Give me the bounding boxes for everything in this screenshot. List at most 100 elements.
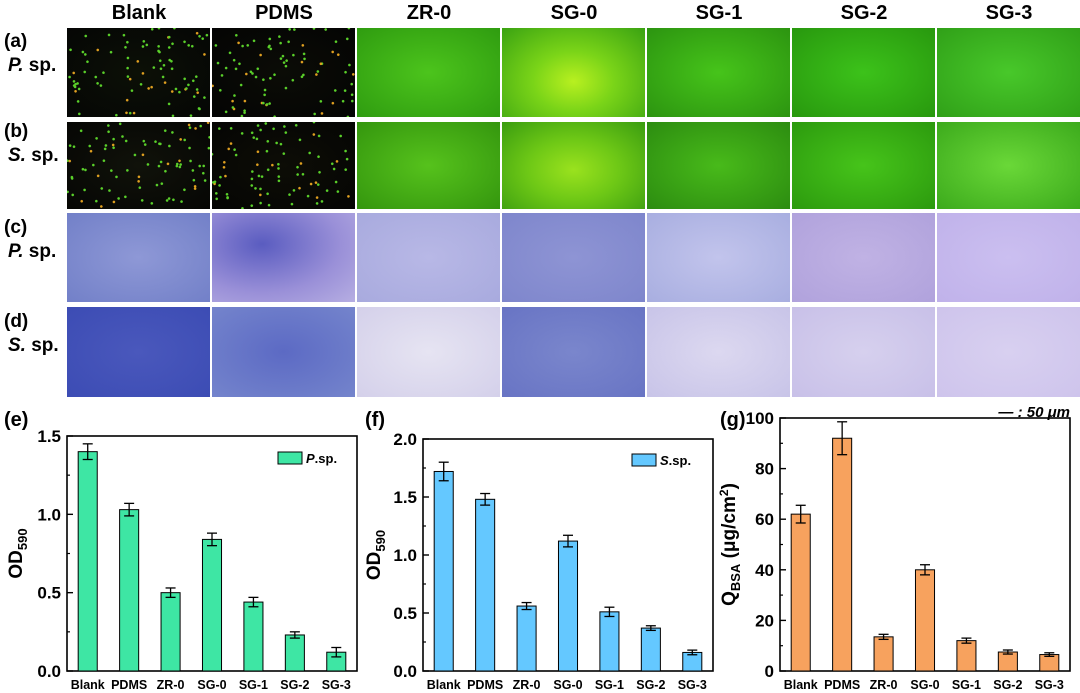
bar [243, 601, 264, 672]
micrograph-d-sg1 [647, 307, 790, 397]
bar [1039, 654, 1060, 672]
micrograph-a-sg0 [502, 28, 645, 117]
species-italic: S. [8, 145, 26, 166]
micrograph-c-sg1 [647, 213, 790, 302]
micrograph-d-sg2 [792, 307, 935, 397]
x-tick-label: ZR-0 [513, 678, 541, 692]
col-header-sg2: SG-2 [840, 2, 888, 24]
legend-swatch [631, 453, 657, 467]
x-tick-label: SG-0 [197, 678, 226, 692]
micrograph-d-pdms [212, 307, 355, 397]
legend-label: S.sp. [660, 453, 691, 468]
col-header-blank: Blank [111, 2, 167, 24]
x-tick-label: SG-3 [678, 678, 707, 692]
row-label-a: (a) P. sp. [4, 30, 66, 78]
bar [119, 509, 140, 672]
bar [201, 538, 223, 672]
y-tick-label: 1.0 [37, 505, 61, 524]
y-tick-label: 0.5 [393, 604, 417, 623]
bar [956, 640, 977, 672]
x-tick-label: SG-0 [910, 678, 939, 692]
row-label-b: (b) S. sp. [4, 120, 66, 168]
x-tick-label: ZR-0 [870, 678, 898, 692]
micrograph-b-pdms [212, 122, 355, 209]
species-italic: P. [8, 241, 24, 262]
micrograph-c-sg2 [792, 213, 935, 302]
micrograph-d-blank [67, 307, 210, 397]
bar [77, 451, 98, 672]
bar [284, 634, 305, 672]
y-tick-label: 20 [755, 611, 774, 630]
x-tick-label: Blank [427, 678, 461, 692]
micrograph-b-blank [67, 122, 210, 209]
micrograph-c-sg3 [937, 213, 1080, 302]
bar [997, 651, 1018, 672]
bar [160, 592, 181, 672]
bar [832, 437, 853, 672]
row-letter: (c) [4, 217, 28, 238]
micrograph-a-sg1 [647, 28, 790, 117]
y-tick-label: 1.5 [37, 427, 61, 446]
bar [640, 627, 661, 672]
legend-label: P.sp. [306, 451, 337, 466]
species-rest: sp. [25, 145, 59, 166]
panel-label: (f) [365, 409, 385, 431]
row-letter: (b) [4, 121, 29, 142]
micrograph-d-zr0 [357, 307, 500, 397]
micrograph-b-sg2 [792, 122, 935, 209]
x-tick-label: ZR-0 [157, 678, 185, 692]
species-rest: sp. [23, 55, 57, 76]
y-tick-label: 1.0 [393, 546, 417, 565]
bar [914, 569, 936, 672]
micrograph-d-sg0 [502, 307, 645, 397]
micrograph-c-blank [67, 213, 210, 302]
micrograph-b-sg3 [937, 122, 1080, 209]
row-label-c: (c) P. sp. [4, 216, 66, 264]
y-tick-label: 60 [755, 510, 774, 529]
y-tick-label: 1.5 [393, 488, 417, 507]
row-letter: (a) [4, 31, 28, 52]
y-tick-label: 0.0 [37, 662, 61, 681]
y-tick-label: 80 [755, 460, 774, 479]
micrograph-b-zr0 [357, 122, 500, 209]
y-tick-label: 0.0 [393, 662, 417, 681]
micrograph-a-sg2 [792, 28, 935, 117]
y-tick-label: 0.5 [37, 584, 61, 603]
species-rest: sp. [23, 241, 57, 262]
y-tick-label: 0 [765, 662, 774, 681]
micrograph-c-sg0 [502, 213, 645, 302]
row-label-d: (d) S. sp. [4, 310, 66, 358]
x-tick-label: SG-2 [993, 678, 1022, 692]
bar [516, 605, 537, 672]
species-italic: S. [8, 335, 26, 356]
col-header-sg3: SG-3 [985, 2, 1033, 24]
x-tick-label: SG-2 [636, 678, 665, 692]
bar [475, 498, 496, 672]
x-tick-label: PDMS [824, 678, 860, 692]
y-tick-label: 100 [746, 409, 774, 428]
x-tick-label: SG-1 [952, 678, 981, 692]
x-tick-label: SG-1 [595, 678, 624, 692]
col-header-sg0: SG-0 [550, 2, 598, 24]
y-axis-label: QBSA (μg/cm2) [717, 483, 743, 606]
y-axis-label: OD590 [364, 530, 388, 580]
y-tick-label: 40 [755, 561, 774, 580]
x-tick-label: Blank [71, 678, 105, 692]
y-tick-label: 2.0 [393, 430, 417, 449]
y-axis-label: OD590 [6, 528, 30, 578]
col-header-sg1: SG-1 [695, 2, 743, 24]
micrograph-a-sg3 [937, 28, 1080, 117]
micrograph-b-sg1 [647, 122, 790, 209]
panel-label: (g) [720, 409, 746, 431]
col-header-zr0: ZR-0 [406, 2, 452, 24]
micrograph-c-pdms [212, 213, 355, 302]
micrograph-d-sg3 [937, 307, 1080, 397]
bar [433, 470, 454, 672]
bar [599, 611, 620, 672]
bar [557, 540, 579, 672]
species-italic: P. [8, 55, 24, 76]
panel-label: (e) [4, 409, 28, 431]
legend-swatch [277, 451, 303, 465]
micrograph-a-blank [67, 28, 210, 117]
x-tick-label: SG-2 [280, 678, 309, 692]
